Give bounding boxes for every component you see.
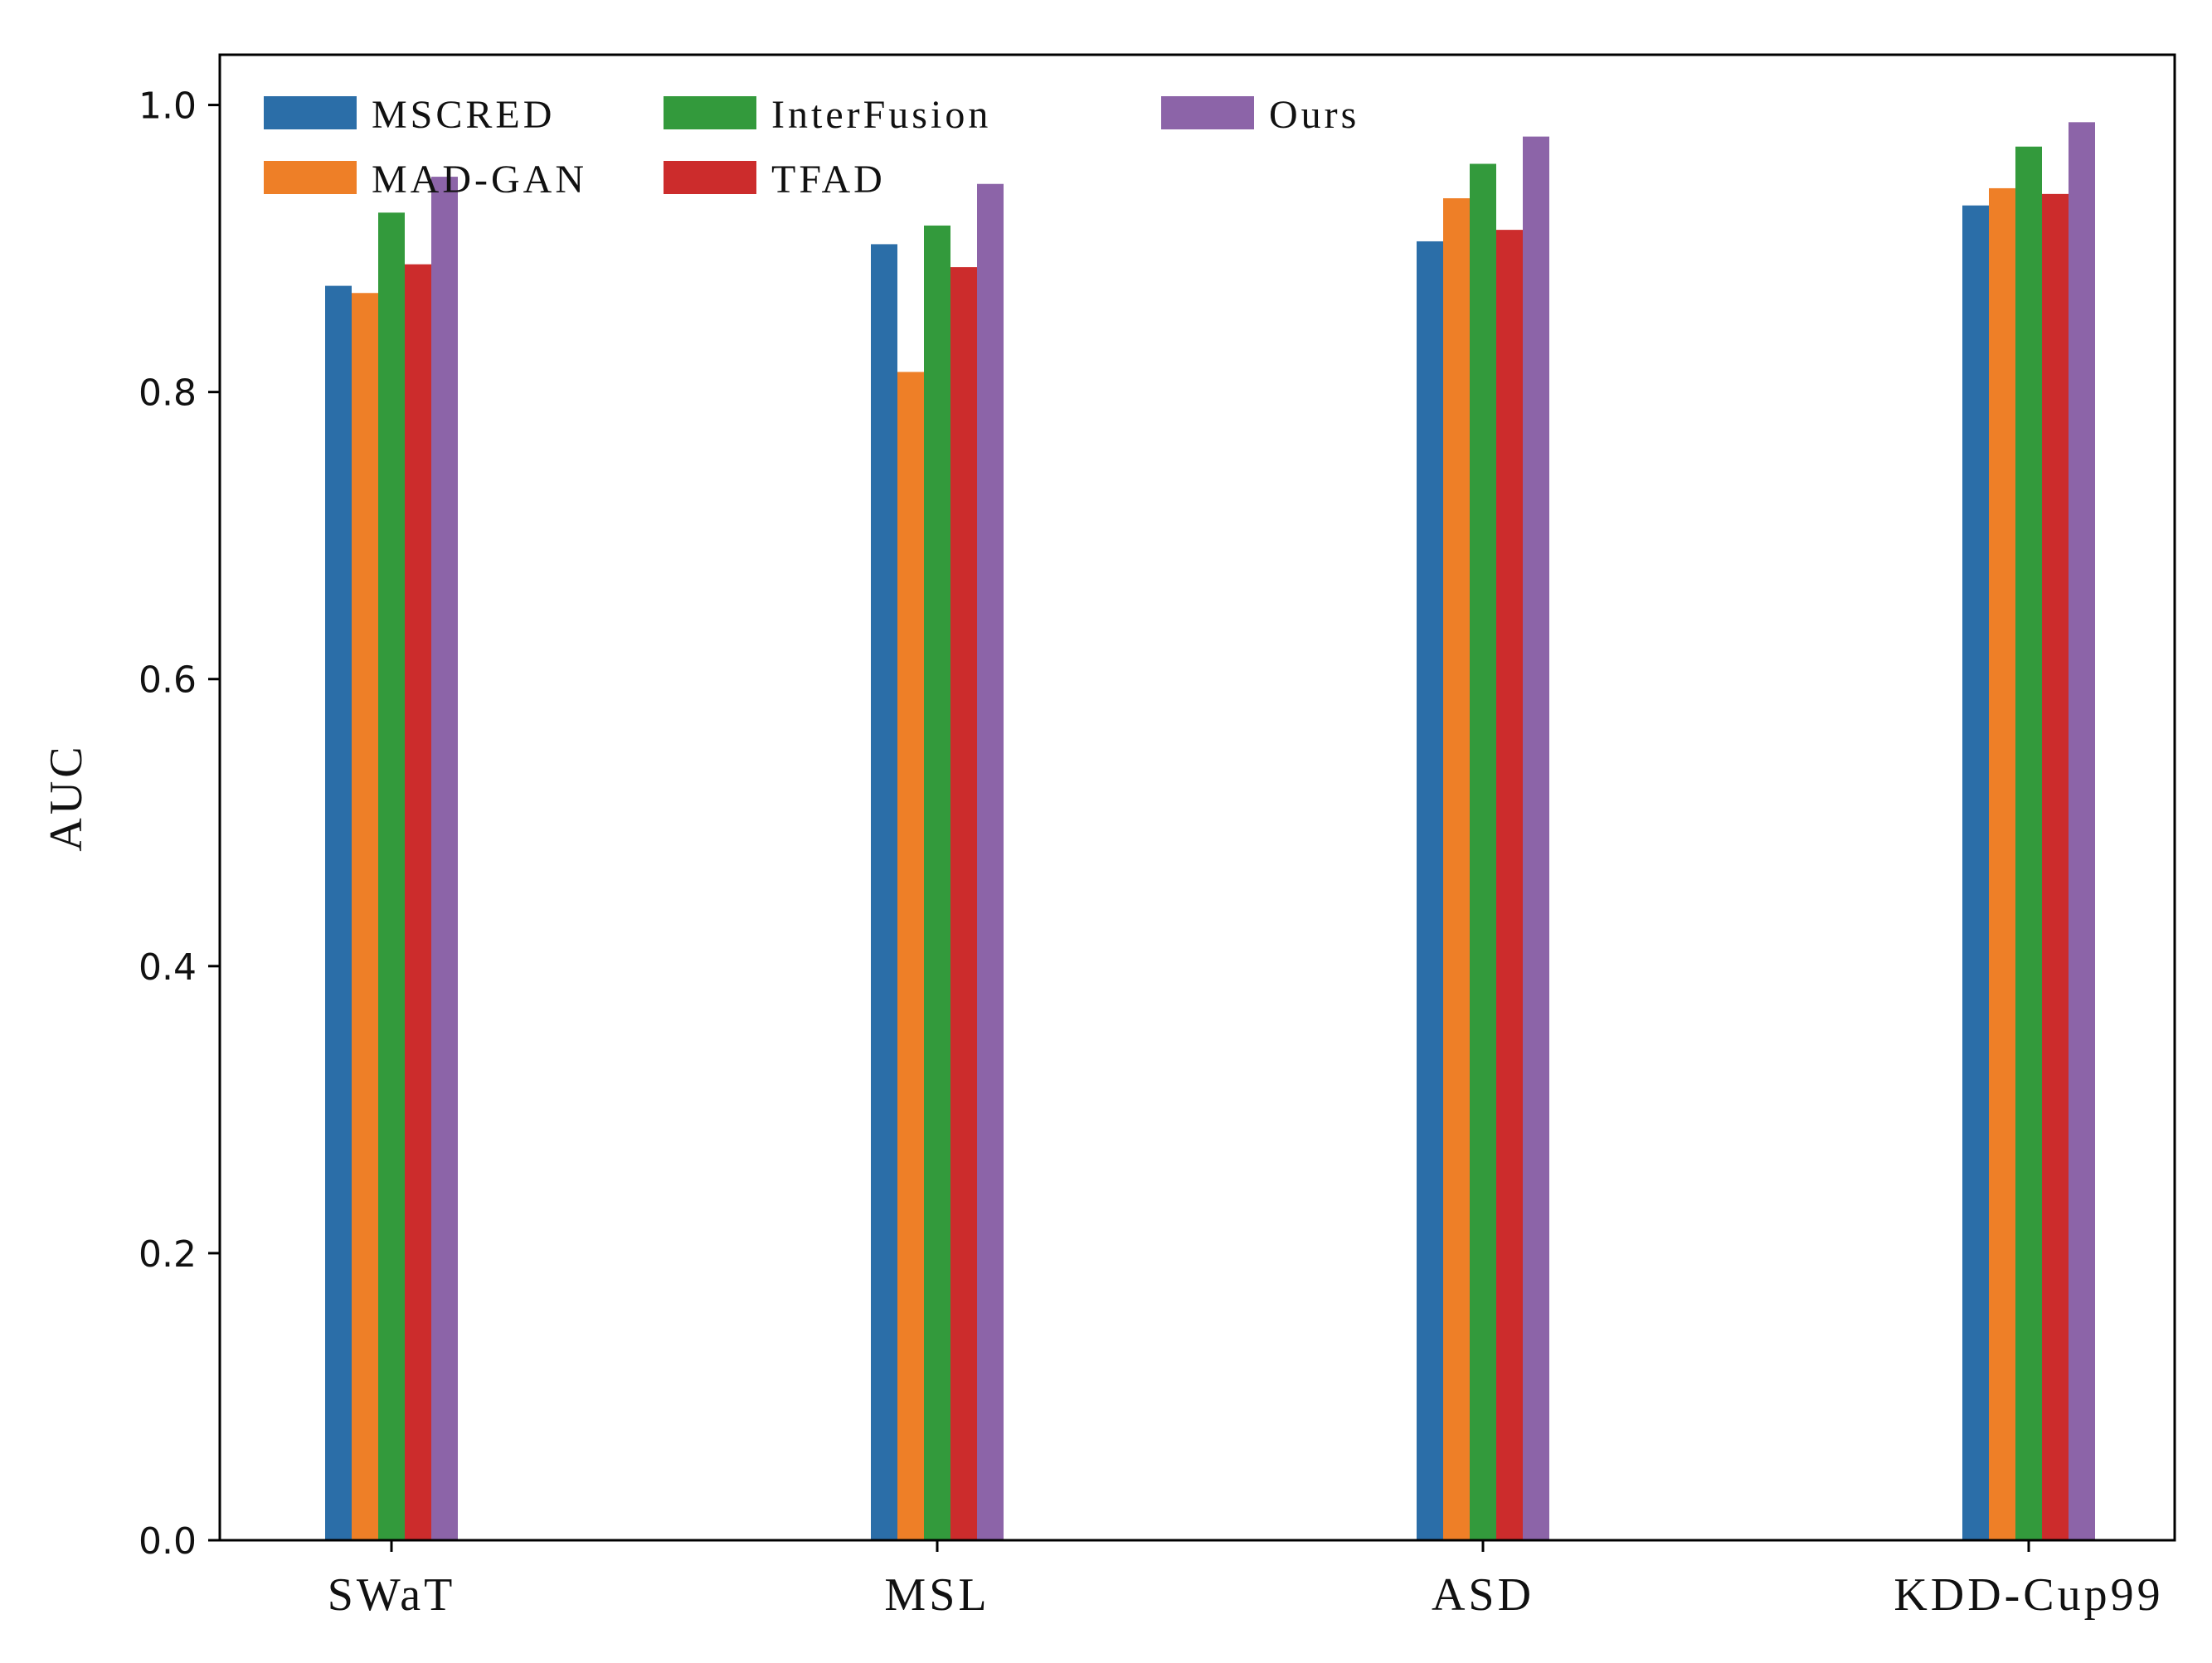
bar-mscred-swat [325, 285, 352, 1541]
bar-ours-msl [977, 183, 1004, 1540]
legend-label: MSCRED [372, 93, 555, 137]
y-tick-label: 0.4 [139, 946, 197, 989]
bar-ours-swat [431, 177, 458, 1541]
legend-label: Ours [1269, 93, 1359, 137]
bar-mad-gan-asd [1443, 198, 1470, 1541]
legend-swatch [664, 96, 756, 129]
bar-tfad-asd [1496, 230, 1523, 1540]
plot-frame [218, 53, 2176, 1542]
bar-ours-kdd-cup99 [2069, 122, 2095, 1540]
x-tick-label: ASD [1432, 1569, 1534, 1621]
y-axis-label: AUC [41, 743, 92, 851]
y-tick-label: 0.8 [139, 372, 197, 415]
bar-mscred-asd [1417, 241, 1443, 1540]
bar-mscred-kdd-cup99 [1962, 205, 1989, 1540]
bar-mad-gan-msl [897, 372, 924, 1541]
bar-tfad-kdd-cup99 [2042, 193, 2069, 1540]
bar-interfusion-asd [1470, 163, 1496, 1540]
bar-tfad-swat [405, 264, 431, 1541]
x-axis-ticks: SWaT MSL ASD KDD-Cup99 [328, 1540, 2163, 1621]
bar-interfusion-msl [924, 225, 950, 1540]
legend-swatch [264, 161, 357, 194]
bars-layer [325, 122, 2095, 1541]
y-axis-ticks: 0.0 0.2 0.4 0.6 0.8 1.0 [139, 85, 220, 1563]
legend-label: InterFusion [771, 93, 991, 137]
bar-mad-gan-kdd-cup99 [1989, 187, 2015, 1541]
legend-swatch [264, 96, 357, 129]
legend: MSCRED MAD-GAN InterFusion TFAD Ours [264, 93, 1359, 202]
y-tick-label: 0.0 [139, 1520, 197, 1563]
bar-interfusion-swat [378, 212, 405, 1540]
y-tick-label: 0.2 [139, 1233, 197, 1276]
legend-swatch [1161, 96, 1254, 129]
y-tick-label: 0.6 [139, 659, 197, 702]
bar-ours-asd [1523, 136, 1549, 1541]
x-tick-label: KDD-Cup99 [1894, 1569, 2163, 1621]
x-tick-label: MSL [884, 1569, 989, 1621]
y-tick-label: 1.0 [139, 85, 197, 128]
x-tick-label: SWaT [328, 1569, 456, 1621]
bar-mad-gan-swat [352, 293, 378, 1540]
bar-mscred-msl [871, 244, 897, 1541]
bar-tfad-msl [950, 267, 977, 1540]
legend-label: MAD-GAN [372, 158, 587, 202]
legend-label: TFAD [771, 158, 886, 202]
legend-swatch [664, 161, 756, 194]
bar-interfusion-kdd-cup99 [2015, 146, 2042, 1541]
